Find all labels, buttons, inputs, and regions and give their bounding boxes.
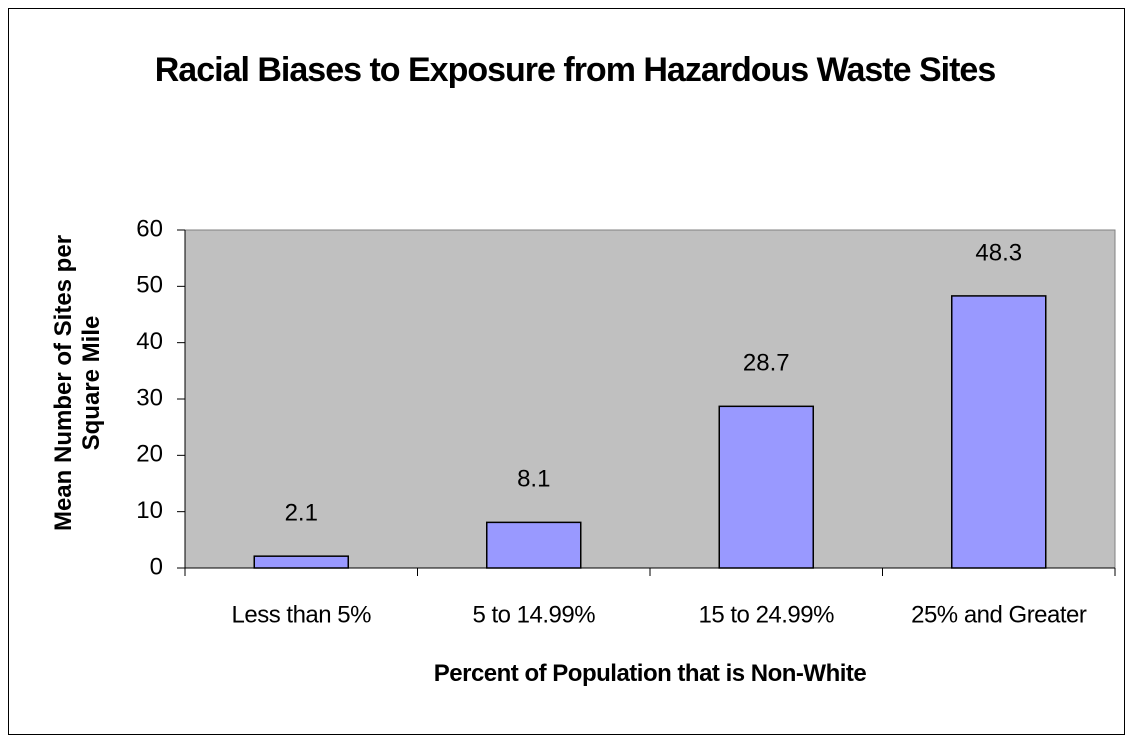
y-tick-label: 0	[150, 553, 163, 580]
x-tick-label: 5 to 14.99%	[472, 601, 595, 628]
data-label: 8.1	[517, 466, 550, 493]
data-label: 28.7	[743, 350, 790, 377]
bar	[253, 555, 349, 569]
x-tick-label: 15 to 24.99%	[699, 601, 835, 628]
y-tick-label: 50	[136, 272, 163, 299]
y-tick-label: 10	[136, 497, 163, 524]
y-tick-label: 20	[136, 441, 163, 468]
bar	[951, 295, 1047, 569]
data-label: 2.1	[285, 500, 318, 527]
x-axis-label: Percent of Population that is Non-White	[433, 660, 867, 687]
y-axis-label: Mean Number of Sites per Square Mile	[50, 234, 105, 532]
y-tick-label: 40	[136, 328, 163, 355]
bar	[718, 405, 814, 569]
x-tick-label: Less than 5%	[232, 601, 372, 628]
chart-border	[8, 8, 1125, 735]
bar	[486, 521, 582, 569]
x-tick-label: 25% and Greater	[911, 601, 1087, 628]
y-tick-label: 60	[136, 215, 163, 242]
data-label: 48.3	[975, 239, 1022, 266]
chart-title: Racial Biases to Exposure from Hazardous…	[154, 51, 996, 89]
y-tick-label: 30	[136, 384, 163, 411]
